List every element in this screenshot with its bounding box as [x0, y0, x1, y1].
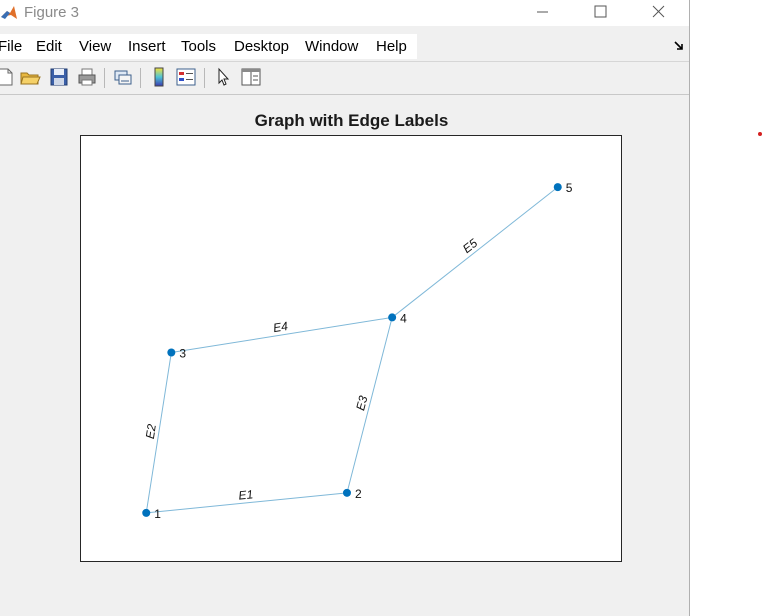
graph-node-4: [388, 313, 397, 322]
title-bar: Figure 3: [0, 0, 689, 26]
edge-label-E5: E5: [460, 236, 480, 256]
menu-desktop[interactable]: Desktop: [234, 38, 290, 55]
property-inspector-icon[interactable]: [240, 66, 262, 88]
menu-window[interactable]: Window: [305, 38, 359, 55]
edge-label-E2: E2: [143, 423, 159, 440]
edge-label-E3: E3: [353, 394, 370, 412]
pointer-icon[interactable]: [212, 66, 234, 88]
menu-help[interactable]: Help: [376, 38, 407, 55]
graph-plot: E1 E2 E3 E4 E5 1 2 3 4 5: [142, 181, 573, 521]
toolbar-separator: [0, 61, 689, 62]
toolbar-divider: [104, 68, 105, 88]
legend-icon[interactable]: [175, 66, 197, 88]
plot-axes[interactable]: E1 E2 E3 E4 E5 1 2 3 4 5: [80, 135, 622, 562]
graph-node-1: [142, 508, 151, 517]
close-button[interactable]: [635, 0, 681, 26]
graph-node-3: [167, 348, 176, 357]
colorbar-icon[interactable]: [148, 66, 170, 88]
figure-window: Figure 3 File Edit View Insert Tools Des…: [0, 0, 690, 616]
menu-bar: File Edit View Insert Tools Desktop Wind…: [0, 34, 689, 59]
maximize-icon: [594, 5, 607, 18]
graph-edge-E4: [171, 316, 393, 354]
figure-toolbar: [0, 62, 689, 94]
node-label-4: 4: [400, 311, 407, 325]
minimize-icon: [537, 11, 548, 13]
node-label-2: 2: [355, 487, 362, 501]
dock-arrow-icon[interactable]: [673, 40, 685, 52]
toolbar-divider: [140, 68, 141, 88]
graph-edge-E2: [145, 352, 172, 513]
menu-insert[interactable]: Insert: [128, 38, 166, 55]
graph-edge-E5: [391, 186, 559, 318]
new-figure-icon[interactable]: [0, 66, 16, 88]
graph-edge-E1: [146, 492, 348, 514]
node-label-1: 1: [154, 507, 161, 521]
graph-node-2: [342, 488, 351, 497]
maximize-button[interactable]: [577, 0, 623, 26]
edge-label-E4: E4: [272, 319, 289, 335]
graph-edge-E3: [346, 317, 393, 493]
red-marker-dot: [758, 132, 762, 136]
toolbar-separator: [0, 94, 689, 95]
menu-tools[interactable]: Tools: [181, 38, 217, 55]
matlab-icon: [1, 6, 17, 19]
edge-label-E1: E1: [238, 487, 254, 502]
minimize-button[interactable]: [519, 0, 565, 26]
menu-view[interactable]: View: [79, 38, 112, 55]
toolbar-divider: [204, 68, 205, 88]
node-label-5: 5: [566, 181, 573, 195]
node-label-3: 3: [179, 347, 186, 361]
menu-strip: [0, 34, 417, 59]
link-plot-icon[interactable]: [112, 66, 134, 88]
print-icon[interactable]: [76, 66, 98, 88]
save-icon[interactable]: [48, 66, 70, 88]
plot-title: Graph with Edge Labels: [254, 111, 449, 130]
window-title: Figure 3: [24, 4, 80, 21]
open-file-icon[interactable]: [19, 66, 41, 88]
graph-node-5: [553, 183, 562, 192]
menu-file[interactable]: File: [0, 38, 23, 55]
close-icon: [652, 5, 665, 18]
menu-edit[interactable]: Edit: [36, 38, 62, 55]
